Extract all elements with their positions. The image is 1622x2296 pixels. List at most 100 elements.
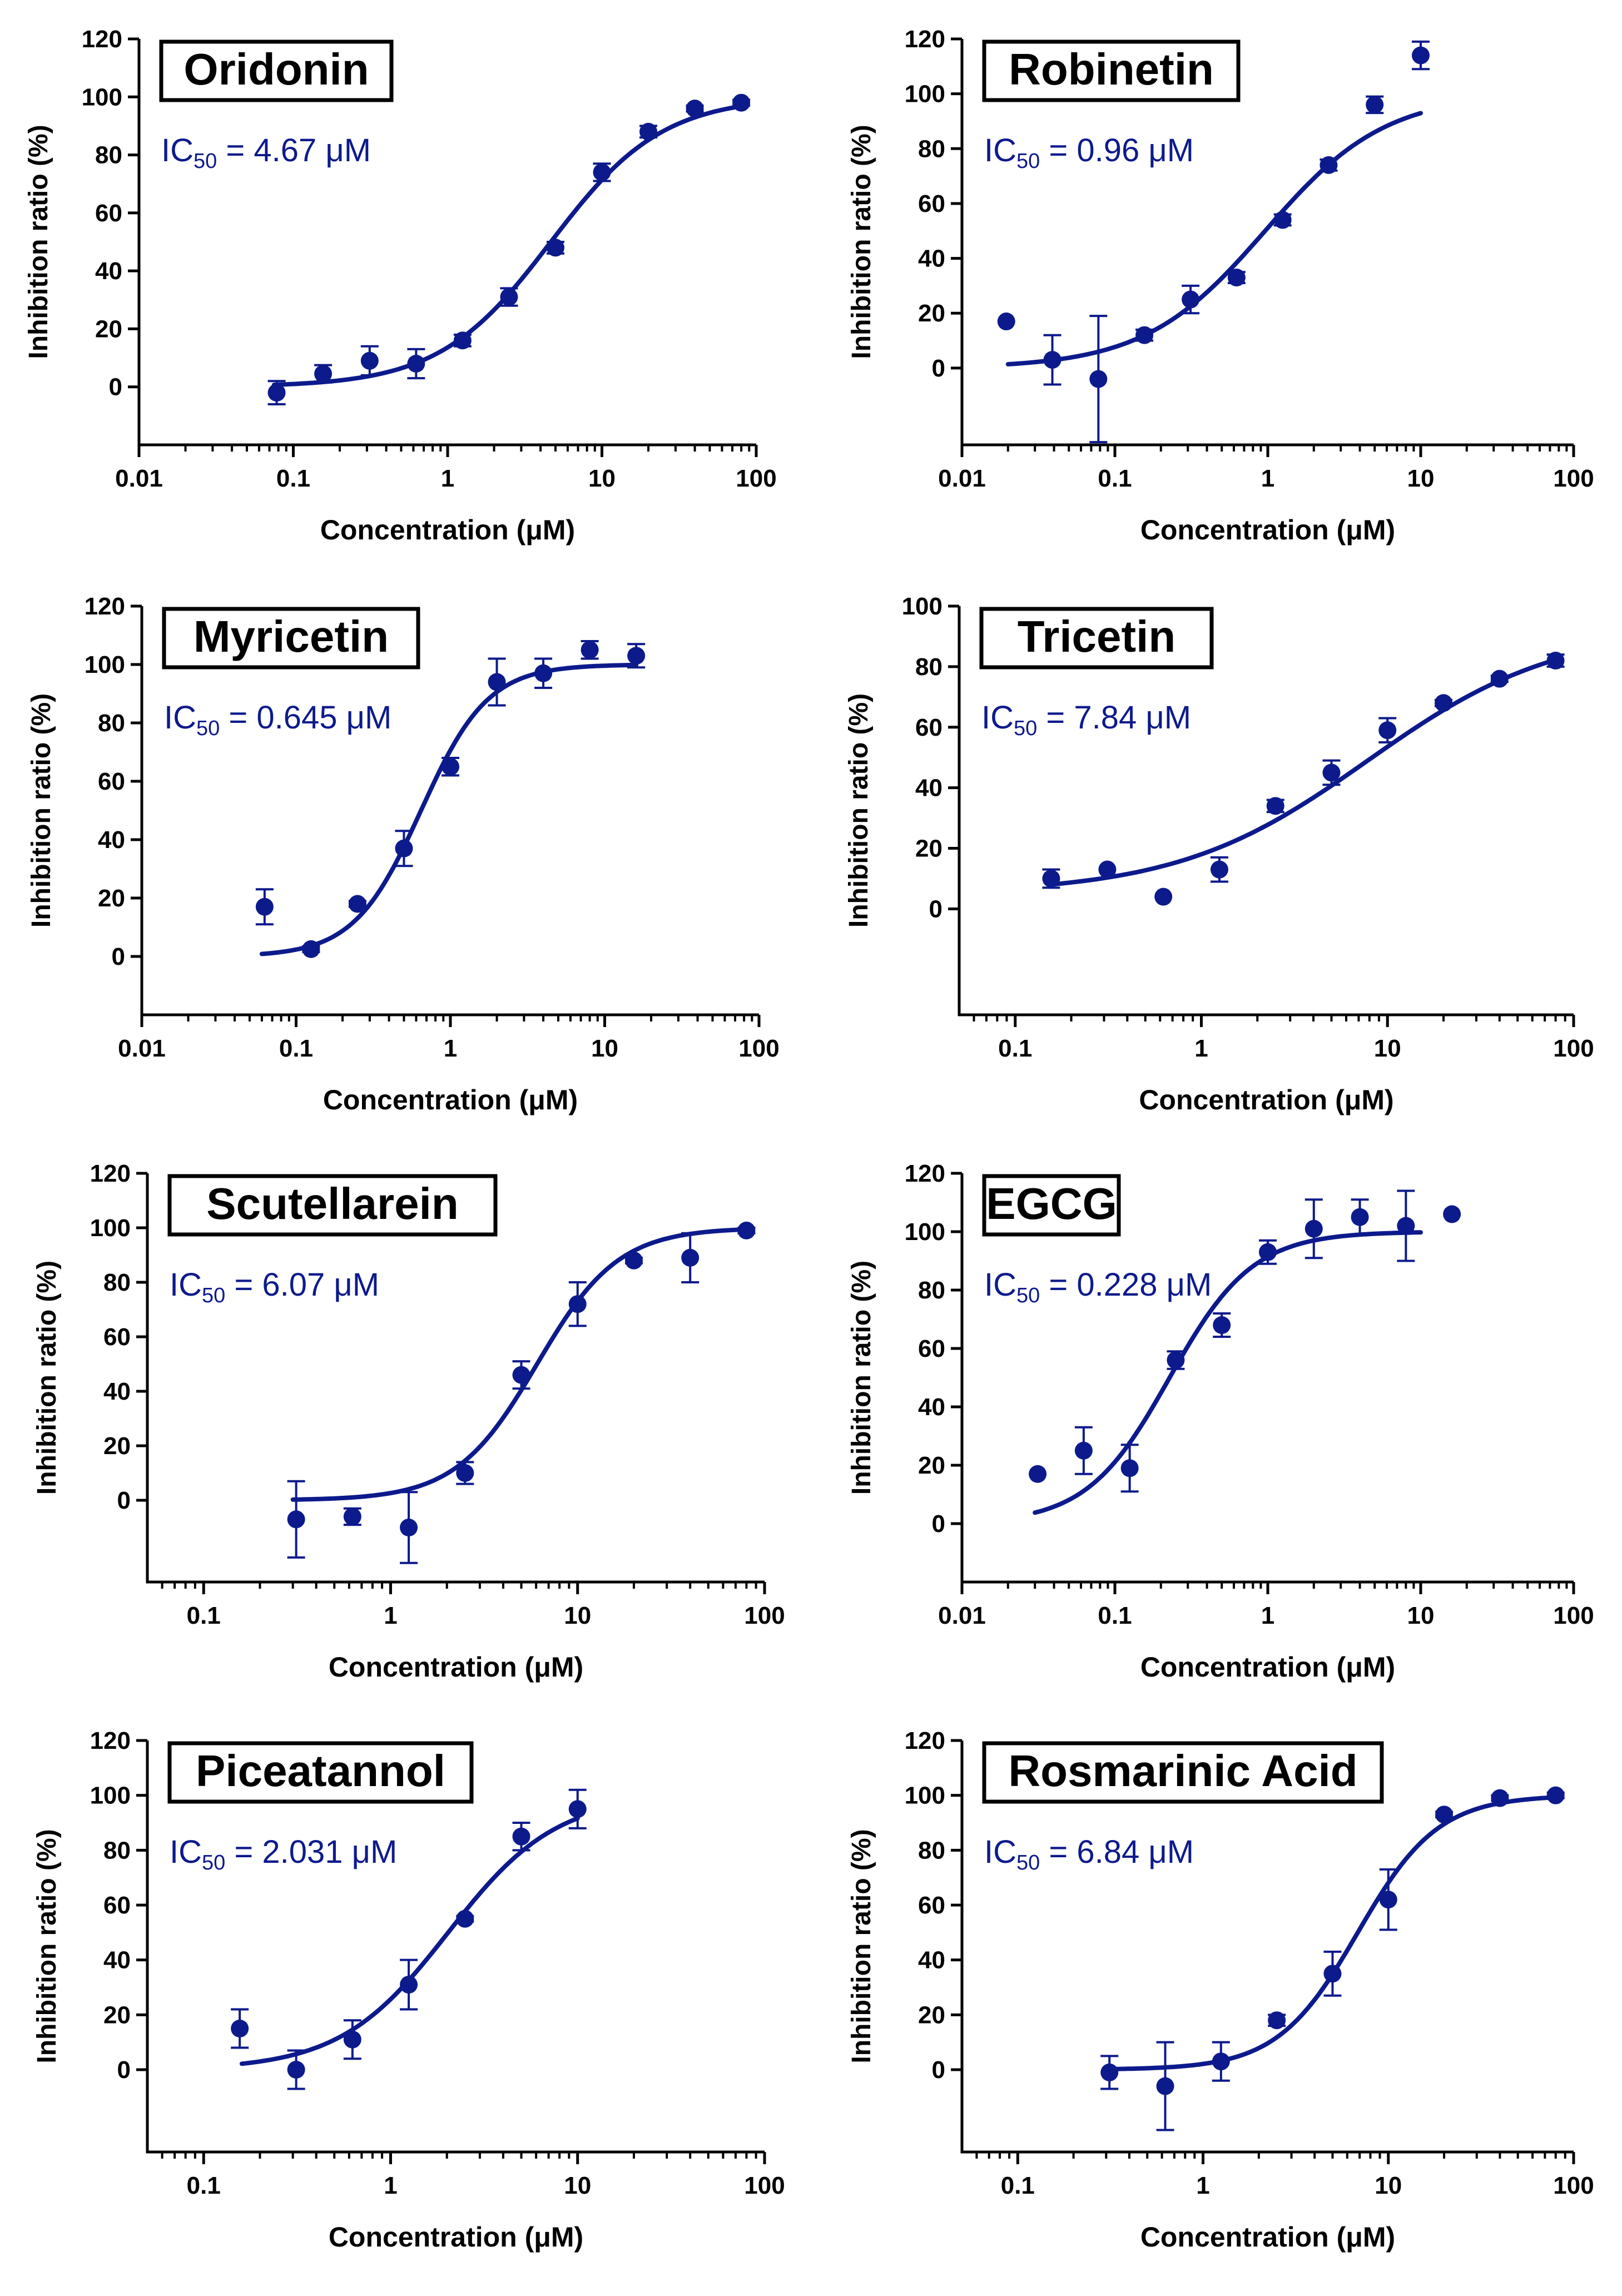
data-point <box>302 940 320 958</box>
data-point <box>453 331 472 350</box>
data-point <box>686 100 704 118</box>
ic50-prefix: IC <box>161 132 194 168</box>
x-tick-label: 100 <box>1553 1035 1594 1062</box>
y-axis-label: Inhibition ratio (%) <box>32 1829 62 2063</box>
data-point <box>1120 1459 1139 1477</box>
ic50-subscript: 50 <box>1014 717 1037 740</box>
ic50-subscript: 50 <box>1016 1284 1040 1307</box>
data-point <box>568 1295 587 1313</box>
x-tick-label: 100 <box>1553 465 1594 492</box>
data-point <box>1320 156 1338 174</box>
data-point <box>624 1251 643 1270</box>
y-tick-label: 40 <box>103 1947 131 1974</box>
y-tick-label: 80 <box>918 1837 945 1864</box>
data-point <box>231 2020 249 2037</box>
ic50-value: = 0.228 μM <box>1040 1267 1212 1303</box>
x-tick-label: 100 <box>738 1035 779 1062</box>
y-tick-label: 80 <box>98 710 125 737</box>
data-point <box>1182 290 1200 309</box>
ic50-prefix: IC <box>170 1834 202 1870</box>
x-tick-label: 10 <box>1407 1602 1435 1629</box>
data-point <box>1490 670 1509 688</box>
data-point <box>1397 1217 1415 1235</box>
x-tick-label: 10 <box>1375 2172 1402 2199</box>
data-point <box>1154 887 1173 906</box>
chart-panel-7: 0 20 40 60 80 100 120 0.1 1 10 100 Inhibition ratio… <box>32 1727 785 2253</box>
data-point <box>1210 860 1228 879</box>
x-tick-label: 100 <box>736 465 776 492</box>
y-tick-label: 0 <box>932 355 945 382</box>
y-tick-label: 120 <box>85 593 125 620</box>
ic50-subscript: 50 <box>196 717 220 740</box>
ic50-value: = 7.84 μM <box>1037 700 1191 736</box>
ic50-subscript: 50 <box>1016 150 1040 173</box>
y-tick-label: 20 <box>103 2001 131 2029</box>
x-tick-label: 10 <box>588 465 616 492</box>
y-tick-label: 100 <box>90 1782 131 1809</box>
data-point <box>1259 1243 1277 1261</box>
x-tick-label: 10 <box>564 1602 591 1629</box>
data-point <box>1435 1806 1454 1824</box>
y-tick-label: 120 <box>90 1727 131 1754</box>
x-tick-label: 10 <box>564 2172 591 2199</box>
chart-panel-4: 0 20 40 60 80 100 0.1 1 10 100 Inhibition ratio (%… <box>844 593 1594 1115</box>
data-point <box>1304 1219 1323 1238</box>
chart-title-box <box>982 1741 1384 1804</box>
y-axis-label: Inhibition ratio (%) <box>844 693 874 928</box>
data-point <box>1156 2077 1174 2095</box>
x-tick-label: 100 <box>744 2172 785 2199</box>
y-tick-label: 20 <box>918 1452 945 1479</box>
y-tick-label: 20 <box>103 1432 131 1460</box>
y-axis-label: Inhibition ratio (%) <box>32 1261 62 1495</box>
y-tick-label: 100 <box>90 1214 131 1242</box>
y-tick-label: 20 <box>915 835 943 862</box>
ic50-prefix: IC <box>984 1267 1016 1303</box>
y-tick-label: 20 <box>98 885 125 912</box>
data-point <box>456 1910 474 1928</box>
ic50-value: = 6.07 μM <box>225 1267 379 1303</box>
ic50-annotation: IC50 = 6.07 μM <box>170 1267 379 1307</box>
x-tick-label: 1 <box>1194 1035 1208 1062</box>
fit-curve <box>1005 111 1423 366</box>
y-tick-label: 100 <box>905 1782 945 1809</box>
data-point <box>593 163 611 181</box>
data-point <box>581 641 599 659</box>
data-point <box>1378 721 1397 740</box>
ic50-value: = 2.031 μM <box>225 1834 397 1870</box>
fit-curve <box>1051 657 1558 887</box>
x-tick-label: 0.1 <box>187 2172 221 2199</box>
y-tick-label: 40 <box>98 826 125 854</box>
ic50-value: = 4.67 μM <box>217 132 371 168</box>
data-point <box>1491 1789 1509 1807</box>
y-tick-label: 60 <box>915 714 943 741</box>
ic50-annotation: IC50 = 0.228 μM <box>984 1267 1212 1307</box>
chart-title-box <box>167 1174 498 1237</box>
chart-title-box <box>982 1174 1121 1237</box>
y-tick-label: 60 <box>103 1892 131 1919</box>
chart-panel-1: 0 20 40 60 80 100 120 0.01 0.1 1 10 100 Inhibition r… <box>24 26 777 546</box>
y-tick-label: 100 <box>905 81 945 108</box>
data-point <box>627 647 646 665</box>
ic50-subscript: 50 <box>1016 1851 1040 1875</box>
y-tick-label: 0 <box>109 374 122 401</box>
x-tick-label: 100 <box>1553 1602 1594 1629</box>
x-axis-label: Concentration (μM) <box>329 1652 583 1683</box>
y-tick-label: 40 <box>918 1947 945 1974</box>
chart-title-box <box>979 607 1214 670</box>
ic50-annotation: IC50 = 0.645 μM <box>164 700 391 740</box>
chart-panel-5: 0 20 40 60 80 100 120 0.1 1 10 100 Inhibition ratio… <box>32 1160 785 1683</box>
y-tick-label: 80 <box>103 1269 131 1296</box>
data-point <box>546 239 564 257</box>
x-tick-label: 0.1 <box>998 1035 1032 1062</box>
data-point <box>534 664 553 682</box>
data-point <box>343 1507 361 1526</box>
x-tick-label: 0.01 <box>115 465 163 492</box>
data-point <box>395 839 413 857</box>
y-tick-label: 100 <box>902 593 943 620</box>
data-point <box>1273 211 1292 229</box>
y-tick-label: 80 <box>918 135 945 162</box>
x-tick-label: 100 <box>1553 2172 1594 2199</box>
y-tick-label: 40 <box>103 1378 131 1405</box>
data-point <box>488 673 506 691</box>
y-tick-label: 120 <box>905 1160 945 1187</box>
